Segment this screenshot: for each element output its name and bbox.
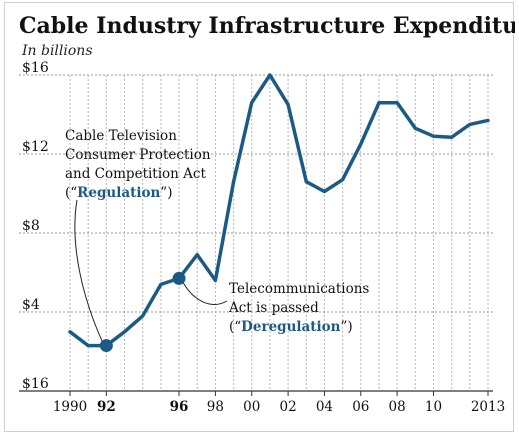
series-line <box>68 73 490 348</box>
annotation-deregulation-line-1: Telecommunications <box>229 281 369 297</box>
y-tick-label: $16 <box>22 376 49 392</box>
x-axis-ticks: 1990 92 96 98 00 02 04 06 08 10 2013 <box>53 391 505 415</box>
annotation-deregulation-accent: Deregulation <box>241 319 340 335</box>
x-tick-label: 08 <box>389 399 406 415</box>
annotation-deregulation-line-2: Act is passed <box>228 300 319 316</box>
x-tick-label: 92 <box>97 399 116 415</box>
annotation-regulation-label: (“Regulation”) <box>65 185 172 201</box>
highlight-markers <box>99 271 186 353</box>
y-tick-label: $16 <box>22 60 49 76</box>
chart-title: Cable Industry Infrastructure Expenditur… <box>19 13 515 39</box>
x-tick-label: 02 <box>279 399 296 415</box>
annotation-leader-line-regulation <box>74 199 103 342</box>
y-tick-label: $8 <box>22 218 40 234</box>
annotation-regulation-line-3: and Competition Act <box>65 166 206 182</box>
highlight-marker-1992 <box>99 339 113 353</box>
annotation-regulation-accent: Regulation <box>77 185 160 201</box>
annotation-regulation: Cable Television Consumer Protection and… <box>65 128 211 201</box>
chart-frame: Cable Industry Infrastructure Expenditur… <box>4 2 515 432</box>
x-tick-label: 00 <box>243 399 260 415</box>
x-tick-label: 98 <box>207 399 224 415</box>
x-tick-label: 2013 <box>471 399 505 415</box>
x-tick-label: 06 <box>352 399 369 415</box>
line-chart: Cable Industry Infrastructure Expenditur… <box>19 13 515 415</box>
annotation-leader-line-deregulation <box>182 282 228 305</box>
annotation-deregulation: Telecommunications Act is passed (“Dereg… <box>228 281 369 335</box>
annotation-regulation-line-2: Consumer Protection <box>65 147 211 163</box>
annotation-regulation-close-quote: ”) <box>160 185 172 201</box>
annotation-regulation-open-quote: (“ <box>65 185 77 201</box>
annotation-deregulation-label: (“Deregulation”) <box>229 319 353 335</box>
annotation-deregulation-close-quote: ”) <box>340 319 352 335</box>
annotation-regulation-line-1: Cable Television <box>65 128 177 144</box>
x-tick-label: 04 <box>316 399 333 415</box>
y-axis-tick-labels: $16 $12 $8 $4 $16 <box>22 60 49 392</box>
y-tick-label: $12 <box>22 139 49 155</box>
chart-subtitle: In billions <box>21 43 93 59</box>
x-tick-label: 1990 <box>53 399 87 415</box>
y-tick-label: $4 <box>22 297 40 313</box>
annotation-deregulation-open-quote: (“ <box>229 319 241 335</box>
highlight-marker-1996 <box>172 271 186 285</box>
x-tick-label: 96 <box>170 399 189 415</box>
horizontal-gridlines <box>19 74 493 313</box>
x-tick-label: 10 <box>425 399 442 415</box>
